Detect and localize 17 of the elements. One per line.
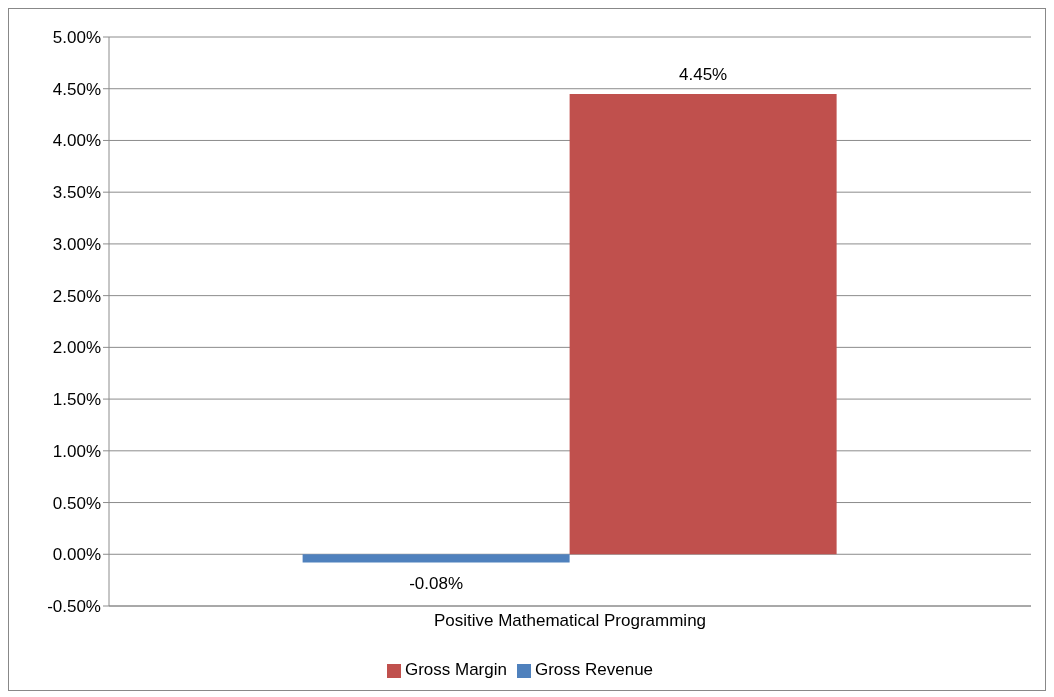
y-tick-label: -0.50%: [47, 597, 101, 617]
y-tick-label: 4.00%: [52, 131, 101, 151]
y-tick-label: 3.00%: [52, 234, 101, 254]
y-tick-label: 0.00%: [52, 545, 101, 565]
data-label: 4.45%: [679, 64, 728, 84]
y-tick-label: 1.50%: [52, 390, 101, 410]
legend-label: Gross Revenue: [534, 660, 654, 679]
data-label: -0.08%: [409, 573, 464, 593]
x-tick-label: Positive Mathematical Programming: [433, 611, 707, 631]
y-tick-label: 2.50%: [52, 286, 101, 306]
y-tick-label: 3.50%: [52, 183, 101, 203]
y-tick-label: 5.00%: [52, 28, 101, 48]
legend-label: Gross Margin: [404, 660, 507, 679]
y-tick-label: 2.00%: [52, 338, 101, 358]
y-tick-label: 4.50%: [52, 79, 101, 99]
y-tick-label: 1.00%: [52, 441, 101, 461]
y-tick-label: 0.50%: [52, 493, 101, 513]
